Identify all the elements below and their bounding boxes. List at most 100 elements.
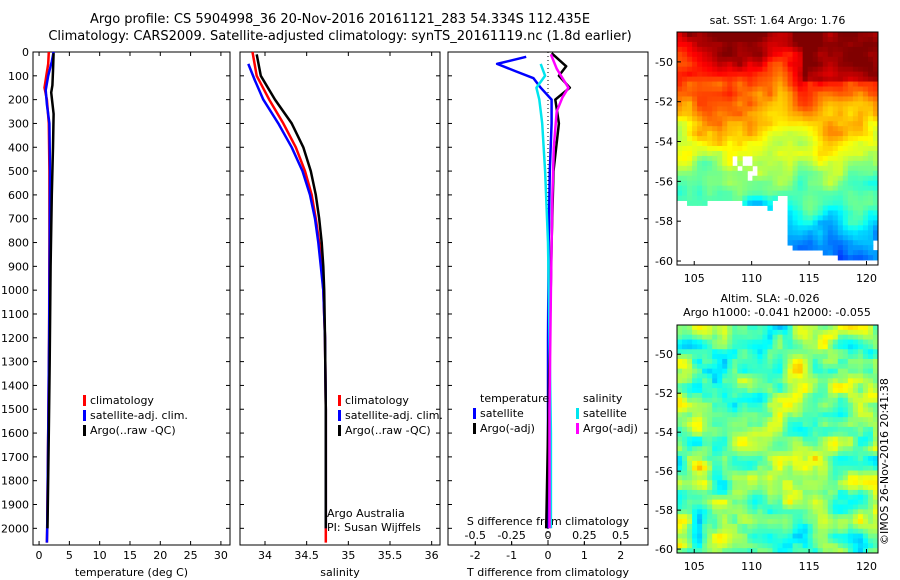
sla-cell xyxy=(857,470,864,476)
sla-cell xyxy=(852,412,859,418)
sla-cell xyxy=(747,538,753,544)
sla-cell xyxy=(867,494,874,501)
sla-cell xyxy=(792,339,799,345)
sla-cell xyxy=(867,373,874,379)
sst-cell xyxy=(782,111,788,117)
sla-cell xyxy=(697,388,703,394)
sla-cell xyxy=(677,383,683,389)
sst-y-tick-label: -60 xyxy=(655,255,673,268)
sla-cell xyxy=(757,514,763,520)
sst-cell xyxy=(687,155,693,162)
sst-cell xyxy=(807,41,814,48)
sst-cell xyxy=(757,76,763,82)
sla-cell xyxy=(732,383,738,389)
sla-cell xyxy=(682,358,688,365)
sla-cell xyxy=(867,417,874,423)
sla-cell xyxy=(872,499,879,505)
sst-cell xyxy=(852,225,859,231)
sst-cell xyxy=(847,155,854,162)
sst-cell xyxy=(707,56,713,63)
sst-cell xyxy=(682,32,688,38)
sla-cell xyxy=(797,480,804,486)
sst-cell xyxy=(817,190,824,196)
sst-cell xyxy=(812,170,819,177)
sla-cell xyxy=(757,407,763,413)
sla-cell xyxy=(867,533,874,539)
sst-cell xyxy=(702,96,708,102)
sst-cell xyxy=(817,170,824,177)
sla-cell xyxy=(697,514,703,520)
sla-cell xyxy=(777,446,783,452)
difference-x2-tick-label: -0.5 xyxy=(465,529,486,542)
sla-cell xyxy=(767,538,773,544)
sst-cell xyxy=(747,200,753,206)
sla-cell xyxy=(852,383,859,389)
sst-cell xyxy=(807,230,814,236)
sst-cell xyxy=(847,200,854,206)
sst-cell xyxy=(677,185,683,192)
sst-cell xyxy=(772,76,778,82)
sst-cell xyxy=(812,220,819,226)
sst-cell xyxy=(687,41,693,48)
sla-cell xyxy=(802,436,809,442)
sla-cell xyxy=(762,548,768,554)
sst-cell xyxy=(727,96,733,102)
sst-cell xyxy=(852,220,859,226)
sla-cell xyxy=(842,422,849,428)
sla-cell xyxy=(772,485,778,491)
sst-cell xyxy=(837,150,844,157)
salinity-series-0 xyxy=(251,51,328,543)
sst-cell xyxy=(772,116,778,122)
sla-cell xyxy=(732,325,738,331)
sst-cell xyxy=(727,106,733,112)
sla-cell xyxy=(692,446,698,452)
sst-cell xyxy=(842,155,849,162)
sla-cell xyxy=(792,465,799,471)
sla-cell xyxy=(847,499,854,505)
sst-cell xyxy=(817,146,824,152)
sst-cell xyxy=(832,210,839,216)
sla-cell xyxy=(772,397,778,404)
sst-cell xyxy=(802,61,809,68)
sst-cell xyxy=(712,32,718,38)
sst-cell xyxy=(767,111,773,117)
sst-cell xyxy=(772,86,778,92)
sst-cell xyxy=(757,150,763,157)
sla-cell xyxy=(692,354,698,360)
sst-cell xyxy=(842,235,849,241)
sst-cell xyxy=(857,96,864,102)
sst-cell xyxy=(727,56,733,63)
sla-cell xyxy=(752,489,758,496)
sla-cell xyxy=(872,470,879,476)
sst-cell xyxy=(682,41,688,48)
sla-cell xyxy=(787,460,793,467)
sst-cell xyxy=(837,190,844,196)
sla-cell xyxy=(827,431,834,437)
sst-cell xyxy=(727,121,733,127)
sla-cell xyxy=(752,373,758,379)
sla-cell xyxy=(712,499,718,505)
sst-cell xyxy=(862,190,869,196)
sla-cell xyxy=(797,383,804,389)
sla-cell xyxy=(732,446,738,452)
sla-y-tick-label: -56 xyxy=(655,465,673,478)
sst-cell xyxy=(822,56,829,63)
sst-cell xyxy=(807,195,814,201)
sla-cell xyxy=(852,494,859,501)
sst-cell xyxy=(712,106,718,112)
sla-cell xyxy=(797,470,804,476)
sst-cell xyxy=(722,32,728,38)
sst-cell xyxy=(797,101,804,107)
sla-cell xyxy=(817,329,824,336)
sst-cell xyxy=(862,165,869,172)
sst-cell xyxy=(712,146,718,152)
sla-cell xyxy=(722,417,728,423)
sst-cell xyxy=(852,131,859,137)
sst-cell xyxy=(692,61,698,68)
sla-cell xyxy=(817,499,824,505)
sla-cell xyxy=(812,489,819,496)
sla-cell xyxy=(812,538,819,544)
sst-cell xyxy=(687,111,693,117)
sla-cell xyxy=(742,470,748,476)
sla-cell xyxy=(832,528,839,534)
